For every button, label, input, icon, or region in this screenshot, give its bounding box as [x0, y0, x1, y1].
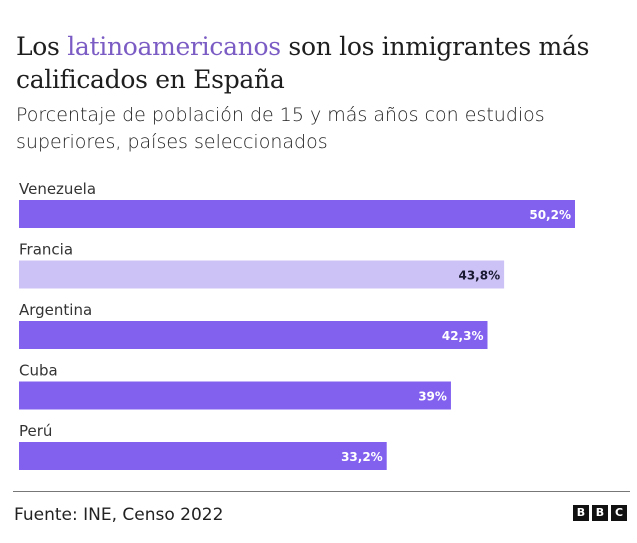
bar-group: Argentina 42,3%	[19, 301, 488, 349]
logo-letter: C	[611, 505, 627, 521]
logo-letter: B	[573, 505, 589, 521]
value-label: 42,3%	[442, 329, 484, 343]
bar-group: Cuba 39%	[19, 362, 451, 410]
value-label: 50,2%	[529, 208, 571, 222]
footer-divider	[13, 491, 630, 492]
source-note: Fuente: INE, Censo 2022	[14, 505, 224, 525]
value-label: 33,2%	[341, 450, 383, 464]
bar	[19, 200, 575, 228]
bbc-logo: B B C	[573, 505, 627, 521]
title-part: son los inmigrantes más calificados en E…	[16, 32, 590, 94]
category-label: Cuba	[19, 362, 58, 380]
bar	[19, 260, 505, 289]
value-label: 43,8%	[458, 269, 500, 283]
bar	[19, 442, 387, 470]
logo-letter: B	[592, 505, 608, 521]
category-label: Perú	[19, 422, 52, 440]
category-label: Argentina	[19, 301, 92, 319]
category-label: Francia	[19, 241, 73, 259]
chart-subtitle: Porcentaje de población de 15 y más años…	[16, 104, 545, 153]
bar-chart: Venezuela 50,2% Francia 43,8% Argentina 42,3%…	[19, 180, 575, 470]
bar-group: Perú 33,2%	[19, 422, 387, 470]
category-label: Venezuela	[19, 180, 96, 198]
bar	[19, 381, 451, 410]
bar	[19, 321, 488, 349]
bar-group: Francia 43,8%	[19, 241, 505, 289]
title-highlight: latinoamericanos	[67, 32, 281, 61]
title-part: Los	[16, 32, 68, 61]
value-label: 39%	[418, 390, 447, 404]
bar-group: Venezuela 50,2%	[19, 180, 575, 228]
chart-title: Los latinoamericanos son los inmigrantes…	[16, 30, 626, 96]
